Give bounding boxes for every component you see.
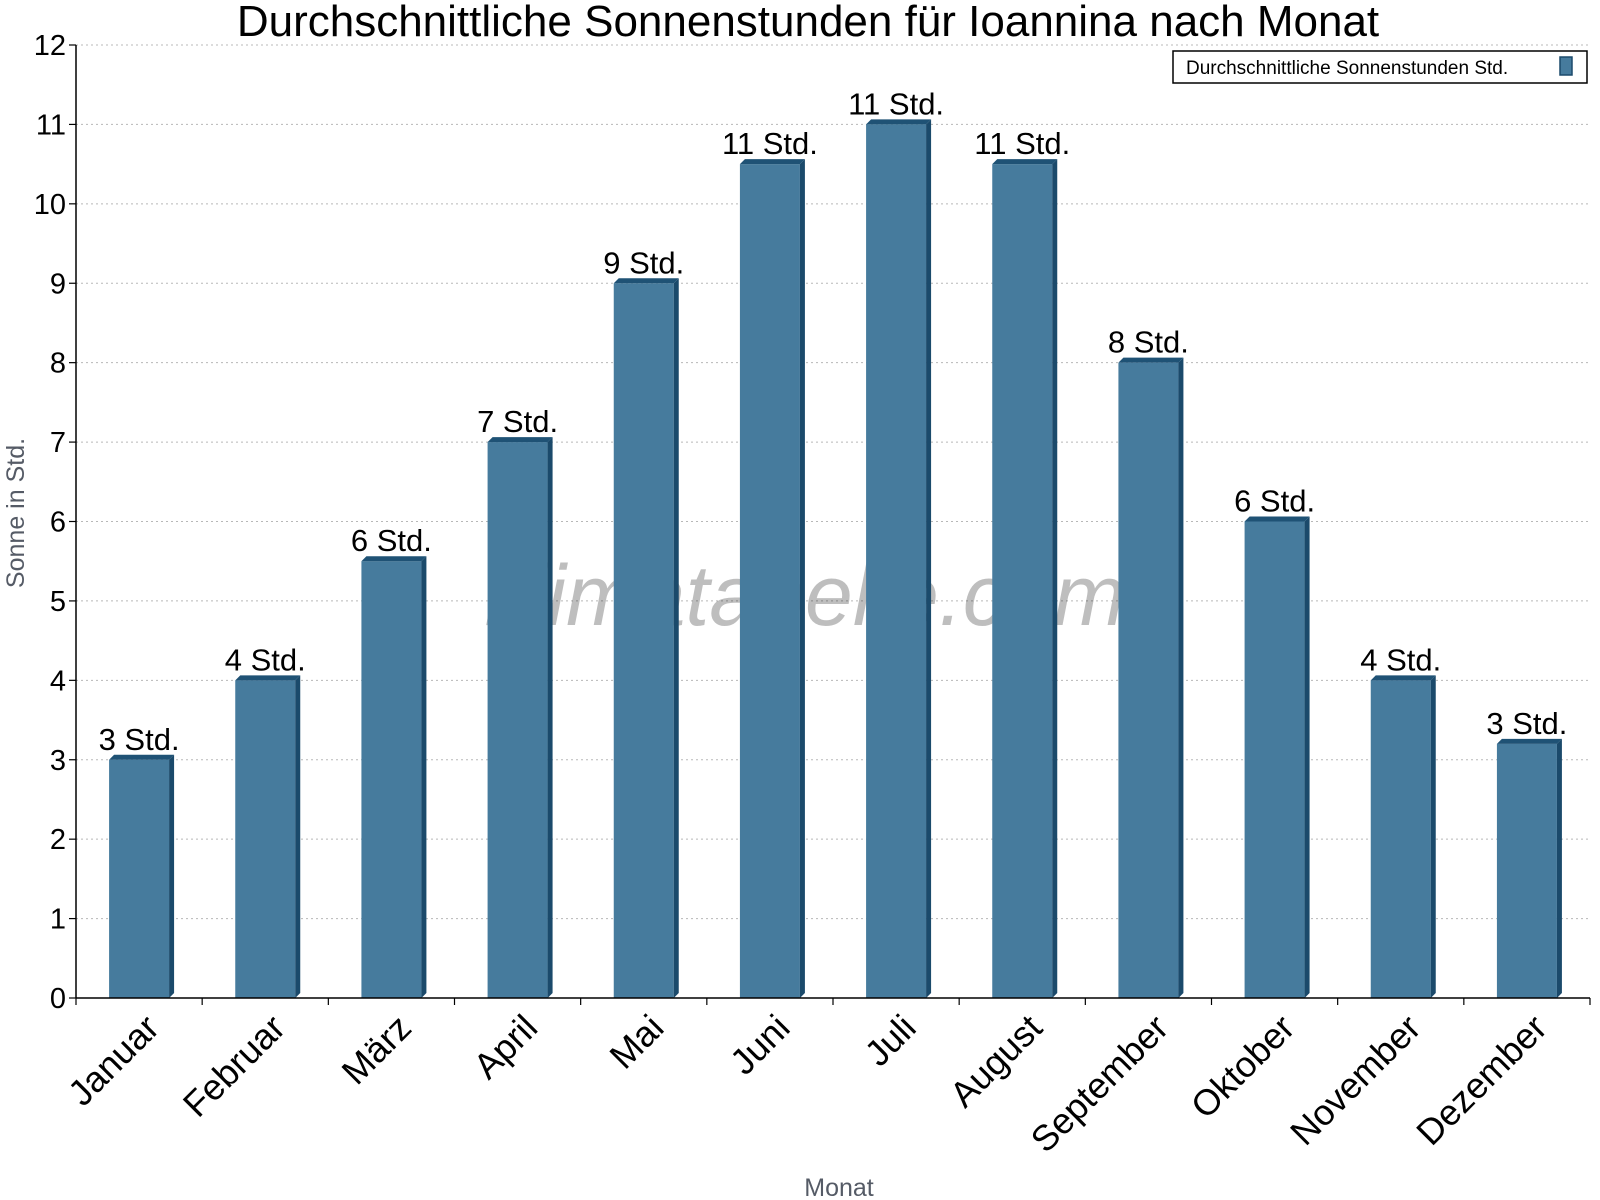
bar-top [992, 159, 1058, 165]
data-labels: 3 Std. 4 Std. 6 Std. 7 Std. 9 Std. 11 Std. 11 … [99, 86, 1568, 756]
legend: Durchschnittliche Sonnenstunden Std. [1172, 50, 1588, 84]
bar [1370, 675, 1436, 998]
bar-front [361, 561, 422, 998]
y-tick-label: 10 [34, 189, 66, 221]
bar [487, 437, 553, 998]
bar-side [1178, 357, 1184, 999]
bar-front [739, 164, 800, 998]
legend-swatch [1559, 56, 1573, 76]
data-label: 11 Std. [722, 126, 818, 161]
bar-top [1496, 738, 1562, 744]
bar-front [992, 164, 1053, 998]
bar [109, 754, 175, 998]
y-axis-title: Sonne in Std. [2, 438, 30, 588]
bar [992, 159, 1058, 998]
bar-side [295, 675, 301, 998]
bar-side [1556, 738, 1562, 998]
x-axis-title: Monat [804, 1174, 874, 1200]
axes [69, 44, 1591, 1005]
bars [109, 119, 1562, 999]
bar-front [109, 759, 170, 998]
bar [1496, 738, 1562, 998]
bar-top [1244, 516, 1310, 522]
bar [235, 675, 301, 998]
y-tick-label: 12 [34, 30, 66, 62]
y-tick-label: 0 [50, 983, 66, 1015]
bar [1244, 516, 1310, 998]
bar [1118, 357, 1184, 999]
grid-lines [76, 44, 1590, 920]
y-tick-label: 11 [36, 109, 66, 141]
bar [739, 159, 805, 998]
data-label: 7 Std. [477, 404, 558, 439]
bar-top [361, 556, 427, 562]
bar-top [235, 675, 301, 681]
bar-top [109, 754, 175, 760]
bar-front [1118, 362, 1179, 999]
data-label: 6 Std. [1234, 484, 1315, 519]
y-tick-label: 6 [50, 507, 66, 539]
legend-box [1172, 50, 1588, 84]
y-tick-label: 2 [50, 824, 66, 856]
bar-side [547, 437, 553, 998]
bar-front [235, 680, 296, 998]
bar [613, 278, 679, 998]
y-tick-label: 9 [50, 268, 66, 300]
bar-front [487, 442, 548, 998]
bar-top [1370, 675, 1436, 681]
bar-front [1244, 521, 1305, 998]
data-label: 3 Std. [99, 722, 180, 757]
y-tick-label: 5 [50, 586, 66, 618]
y-tick-label: 7 [50, 427, 66, 459]
y-tick-label: 8 [50, 348, 66, 380]
data-label: 11 Std. [848, 86, 944, 121]
chart-title: Durchschnittliche Sonnenstunden für Ioan… [237, 0, 1379, 46]
bar-side [1304, 516, 1310, 998]
bar [361, 556, 427, 998]
data-label: 4 Std. [1360, 642, 1441, 677]
bar-front [613, 283, 674, 998]
bar-side [1052, 159, 1058, 998]
legend-label: Durchschnittliche Sonnenstunden Std. [1186, 58, 1508, 79]
bar-front [1496, 743, 1557, 998]
data-label: 8 Std. [1108, 325, 1189, 360]
data-label: 3 Std. [1486, 706, 1567, 741]
bar-front [866, 124, 927, 998]
bar-side [421, 556, 427, 998]
bar-side [1430, 675, 1436, 998]
data-label: 4 Std. [225, 642, 306, 677]
bar-top [739, 159, 805, 165]
y-tick-label: 4 [50, 665, 66, 697]
bar-side [169, 754, 175, 998]
bar-side [926, 119, 932, 998]
data-label: 11 Std. [974, 126, 1070, 161]
y-tick-label: 3 [50, 745, 66, 777]
bar-top [866, 119, 932, 125]
bar-side [673, 278, 679, 998]
bar-side [799, 159, 805, 998]
bar-top [487, 437, 553, 443]
bar-top [613, 278, 679, 284]
bar [866, 119, 932, 998]
y-tick-label: 1 [50, 904, 66, 936]
data-label: 9 Std. [603, 245, 684, 280]
data-label: 6 Std. [351, 523, 432, 558]
bar-top [1118, 357, 1184, 363]
bar-front [1370, 680, 1431, 998]
